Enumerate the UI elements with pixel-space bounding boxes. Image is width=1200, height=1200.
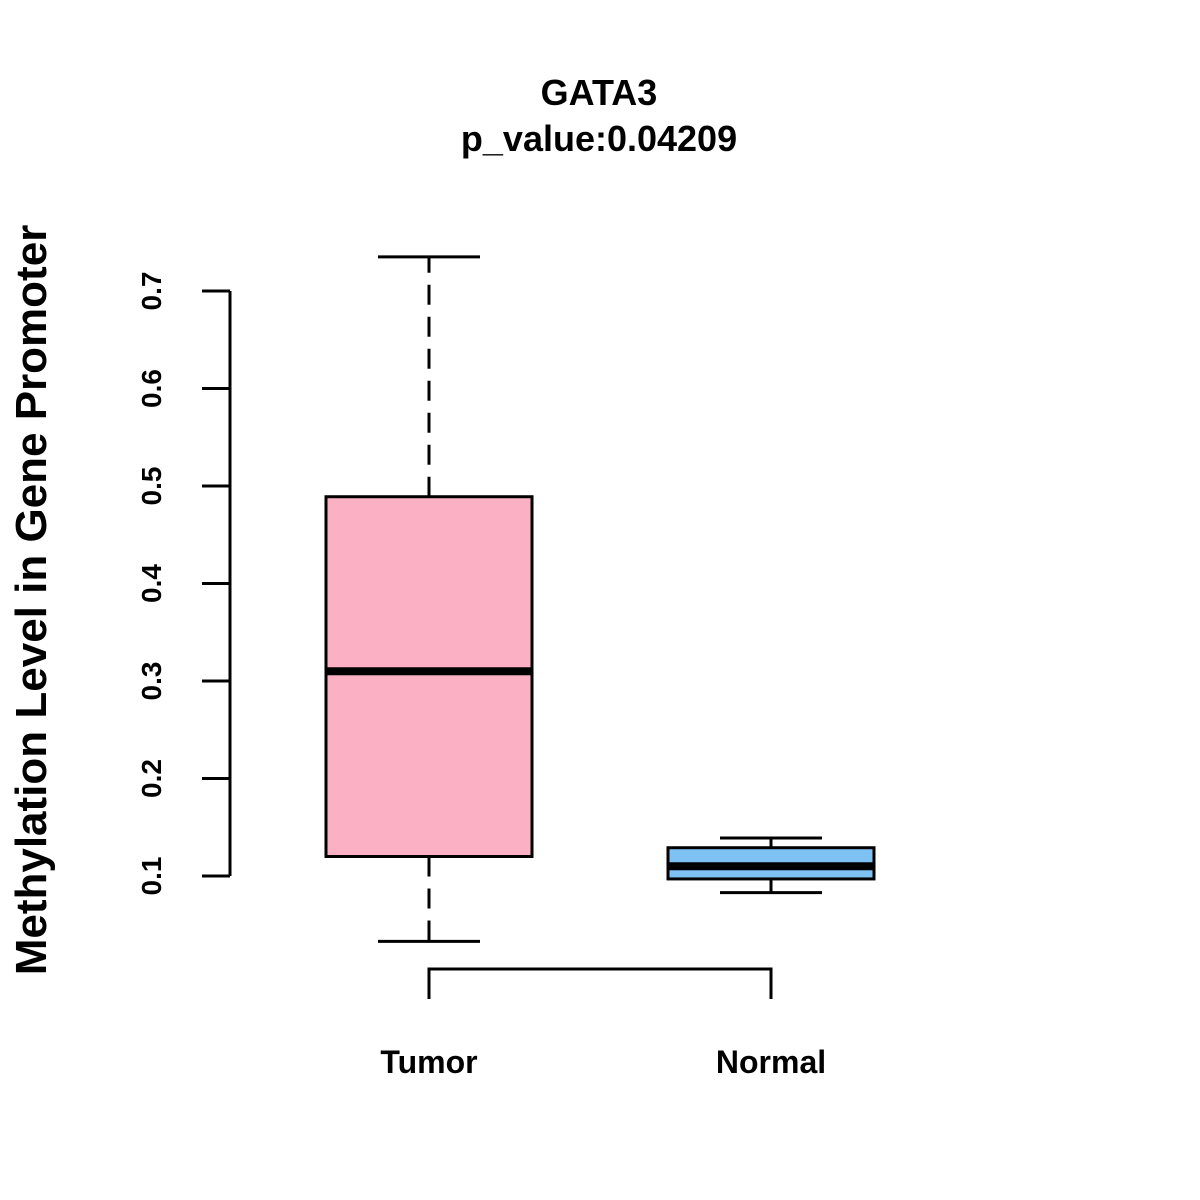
y-tick-label: 0.6: [136, 369, 167, 408]
category-label-tumor: Tumor: [380, 1044, 477, 1080]
y-tick-label: 0.1: [136, 857, 167, 896]
y-axis-label: Methylation Level in Gene Promoter: [7, 225, 56, 976]
y-tick-label: 0.7: [136, 272, 167, 311]
box-normal: [666, 836, 876, 895]
y-axis: 0.1 0.2 0.3 0.4 0.5 0.6 0.7: [136, 272, 232, 896]
chart-title: GATA3: [541, 72, 658, 113]
bracket-line: [427, 967, 773, 999]
comparison-bracket: [427, 967, 773, 999]
y-tick-label: 0.3: [136, 662, 167, 701]
y-tick-label: 0.5: [136, 467, 167, 506]
boxes-group: [324, 255, 876, 943]
box-tumor: [324, 255, 534, 943]
y-tick-label: 0.2: [136, 759, 167, 798]
category-label-normal: Normal: [716, 1044, 826, 1080]
iqr-box: [324, 495, 534, 858]
chart-subtitle: p_value:0.04209: [461, 118, 737, 159]
category-labels: Tumor Normal: [380, 1044, 826, 1080]
y-tick-label: 0.4: [136, 564, 167, 603]
